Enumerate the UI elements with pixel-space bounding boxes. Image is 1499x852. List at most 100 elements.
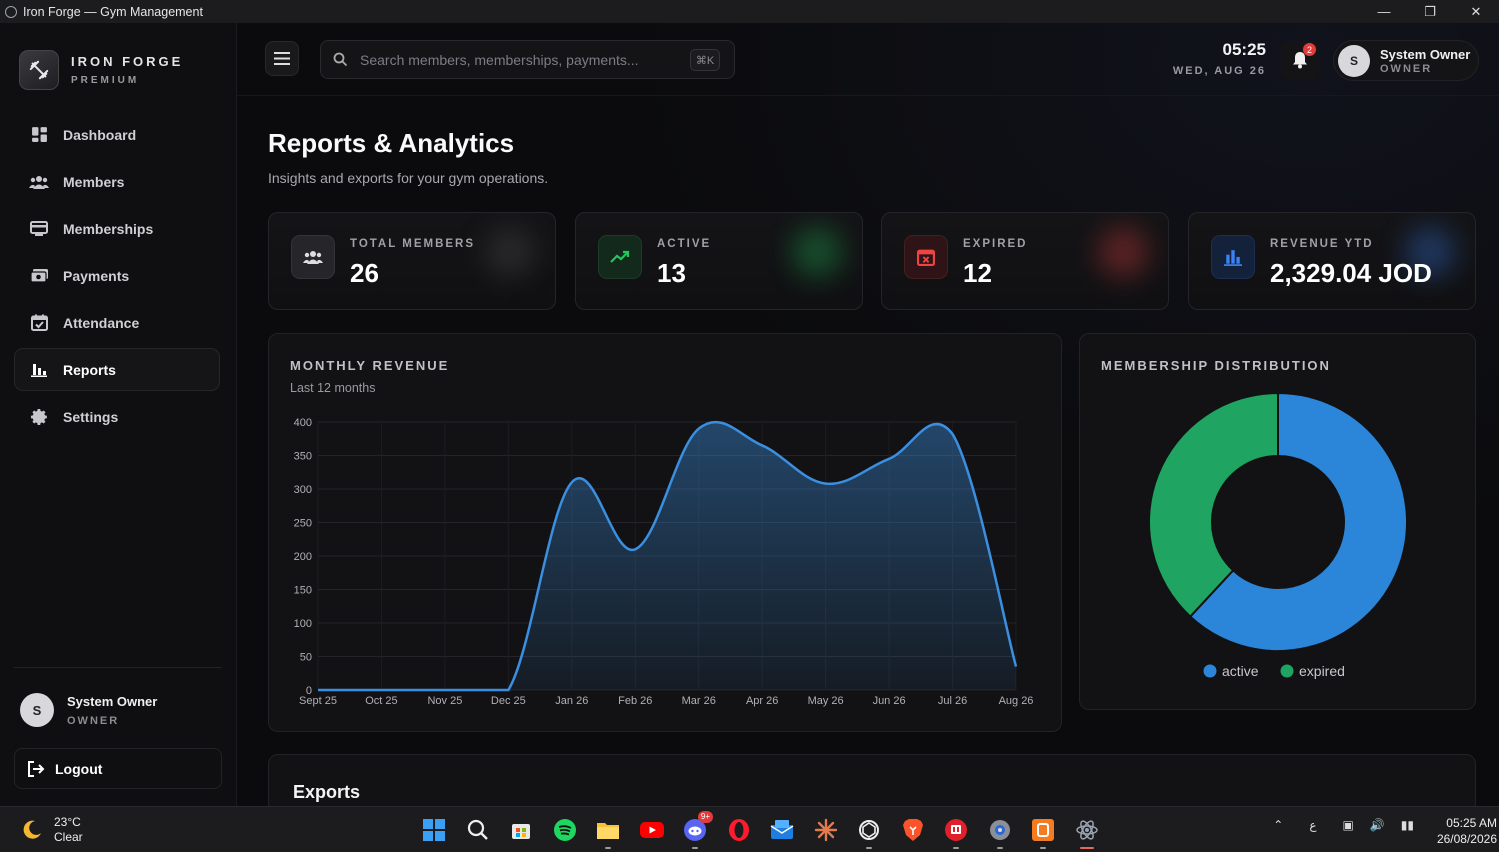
stat-value: 26 <box>350 258 379 288</box>
brand: IRON FORGE PREMIUM <box>19 50 183 90</box>
taskbar-office-button[interactable] <box>1027 814 1059 849</box>
taskbar-settings-button[interactable] <box>984 814 1016 849</box>
logout-button[interactable]: Logout <box>14 748 222 789</box>
page-subtitle: Insights and exports for your gym operat… <box>268 170 549 186</box>
x-tick-label: Oct 25 <box>365 695 397 707</box>
running-indicator <box>996 847 1003 849</box>
sidebar-user-role: OWNER <box>67 714 120 727</box>
system-time: 05:25 AM <box>1446 816 1497 830</box>
bar-chart-icon <box>1211 235 1255 279</box>
chevron-up-icon[interactable]: ⌃ <box>1273 818 1284 832</box>
office-icon <box>1031 818 1055 842</box>
revenue-area-fill <box>318 422 1016 690</box>
clock-time: 05:25 <box>1222 40 1266 59</box>
donut-slice-expired[interactable] <box>1148 391 1279 618</box>
sidebar-item-payments[interactable]: Payments <box>14 254 220 297</box>
taskbar-search-button[interactable] <box>462 814 494 846</box>
system-date: 26/08/2026 <box>1436 832 1497 846</box>
x-tick-label: Feb 26 <box>618 695 652 707</box>
window-titlebar: Iron Forge — Gym Management — ❐ ✕ <box>0 0 1499 23</box>
sidebar-item-label: Memberships <box>63 220 154 237</box>
volume-icon[interactable]: 🔊 <box>1369 818 1385 832</box>
users-icon <box>291 235 335 279</box>
sidebar-item-reports[interactable]: Reports <box>14 348 220 391</box>
notification-count-badge: 2 <box>1303 43 1316 56</box>
taskbar-chatgpt-button[interactable] <box>853 814 885 849</box>
taskbar-electron-app-button[interactable] <box>1071 814 1103 849</box>
network-icon[interactable]: ▣ <box>1342 818 1354 832</box>
panel-title: MONTHLY REVENUE <box>290 358 450 373</box>
discord-icon <box>683 818 707 842</box>
menu-toggle-button[interactable] <box>265 41 299 76</box>
window-title: Iron Forge — Gym Management <box>23 4 203 19</box>
minimize-button[interactable]: — <box>1377 4 1391 19</box>
y-tick-label: 400 <box>294 417 312 429</box>
donut-slice-active[interactable] <box>1188 391 1408 652</box>
sidebar-item-attendance[interactable]: Attendance <box>14 301 220 344</box>
sidebar-item-memberships[interactable]: Memberships <box>14 207 220 250</box>
sidebar-item-label: Payments <box>63 267 130 284</box>
taskbar-opera-button[interactable] <box>723 814 755 846</box>
taskbar-youtube-button[interactable] <box>636 814 668 846</box>
legend-label: active <box>1222 663 1259 679</box>
running-indicator <box>866 847 872 849</box>
taskbar-mail-button[interactable] <box>766 814 798 846</box>
bell-icon <box>1292 51 1308 69</box>
x-tick-label: Jul 26 <box>938 695 967 707</box>
sidebar-item-label: Attendance <box>63 314 140 331</box>
notifications-button[interactable]: 2 <box>1281 41 1319 79</box>
search-icon <box>333 52 348 67</box>
language-indicator[interactable]: ع <box>1309 818 1317 832</box>
revenue-series-line <box>318 420 1018 692</box>
taskbar-discord-button[interactable]: 9+ <box>679 811 713 849</box>
taskbar-brave-button[interactable] <box>897 814 929 846</box>
moon-icon <box>20 818 44 842</box>
taskbar-store-button[interactable] <box>505 814 537 846</box>
spotify-icon <box>553 818 577 842</box>
weather-widget[interactable]: 23°C Clear <box>20 815 83 845</box>
taskbar-spotify-button[interactable] <box>549 814 581 846</box>
stat-card-active: ACTIVE 13 <box>575 212 863 310</box>
user-role: OWNER <box>1380 62 1433 75</box>
brand-tier: PREMIUM <box>71 75 140 86</box>
sidebar-item-members[interactable]: Members <box>14 160 220 203</box>
trend-up-icon <box>598 235 642 279</box>
running-indicator <box>1040 847 1046 849</box>
system-clock[interactable]: 05:25 AM 26/08/2026 <box>1437 815 1497 847</box>
exports-title: Exports <box>293 782 361 802</box>
sidebar-item-label: Settings <box>63 408 119 425</box>
discord-badge: 9+ <box>697 811 713 823</box>
y-tick-label: 0 <box>306 685 312 697</box>
y-tick-label: 150 <box>294 585 312 597</box>
restore-button[interactable]: ❐ <box>1424 3 1436 19</box>
x-tick-label: Apr 26 <box>746 695 778 707</box>
user-name: System Owner <box>1380 46 1471 62</box>
window-controls: — ❐ ✕ <box>1361 0 1499 23</box>
taskbar-file-explorer-button[interactable] <box>592 814 624 849</box>
legend-label: expired <box>1299 663 1345 679</box>
header-clock: 05:25 WED, AUG 26 <box>1173 40 1266 77</box>
running-indicator <box>692 847 698 849</box>
taskbar-claude-button[interactable] <box>810 814 842 846</box>
panel-title: MEMBERSHIP DISTRIBUTION <box>1101 358 1331 373</box>
sidebar-item-label: Members <box>63 173 125 190</box>
sidebar-item-dashboard[interactable]: Dashboard <box>14 113 220 156</box>
taskbar-windows-start-button[interactable] <box>418 814 450 846</box>
membership-donut-chart: active expired <box>1148 391 1408 679</box>
clock-date: WED, AUG 26 <box>1172 65 1266 77</box>
search-shortcut-hint: ⌘K <box>690 49 720 71</box>
sidebar-item-settings[interactable]: Settings <box>14 395 220 438</box>
x-tick-label: Jun 26 <box>873 695 906 707</box>
battery-icon[interactable]: ▮▮ <box>1400 818 1414 832</box>
system-tray: ⌃ ع ▣ 🔊 ▮▮ <box>1257 818 1414 832</box>
settings-icon <box>988 818 1012 842</box>
stat-value: 2,329.04 JOD <box>1270 258 1432 288</box>
close-button[interactable]: ✕ <box>1470 3 1482 19</box>
search-input[interactable] <box>360 51 680 68</box>
running-indicator <box>1079 847 1094 849</box>
user-menu-button[interactable]: S System Owner OWNER <box>1333 40 1479 81</box>
stat-card-expired: EXPIRED 12 <box>881 212 1169 310</box>
x-tick-label: Mar 26 <box>682 695 716 707</box>
mail-icon <box>770 819 794 841</box>
taskbar-app-red-button[interactable] <box>940 814 972 849</box>
